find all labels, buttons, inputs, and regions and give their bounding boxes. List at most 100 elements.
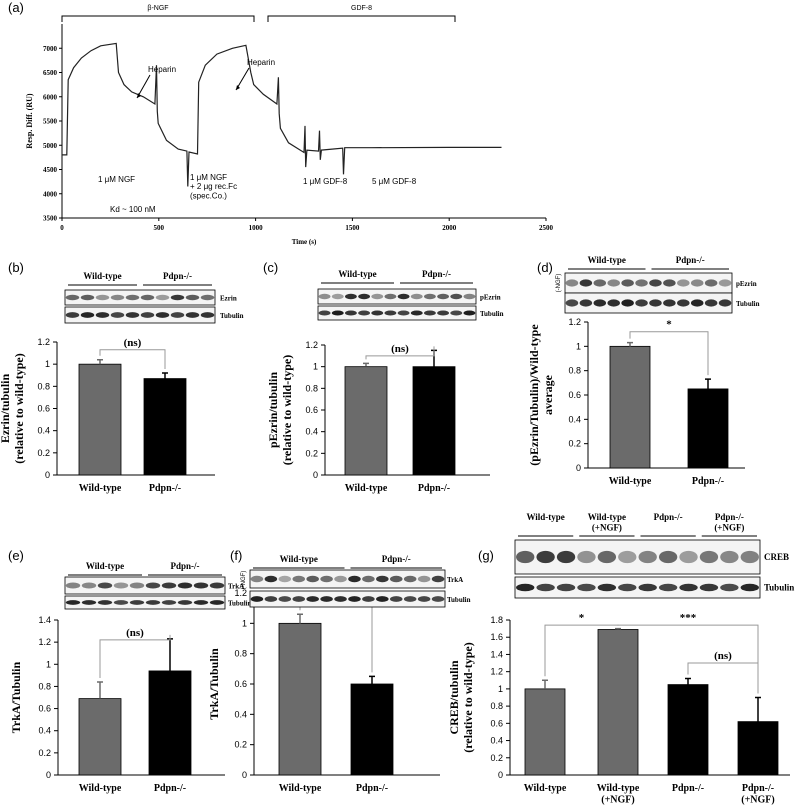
blot-row <box>64 595 226 610</box>
blot-band <box>140 312 155 318</box>
blot-band <box>718 279 732 287</box>
blot-band <box>193 600 209 605</box>
blot-band <box>125 294 140 301</box>
y-tick-label: 0.8 <box>37 381 50 391</box>
panel-label: (f) <box>230 548 242 563</box>
blot-band <box>579 299 593 307</box>
blot-band <box>649 299 662 307</box>
y-tick-label: 0.8 <box>490 701 503 711</box>
blot-band <box>65 600 81 605</box>
blot-row-label: Ezrin <box>220 295 237 303</box>
blot-group-label: Wild-type <box>280 554 318 564</box>
blot-band <box>65 312 80 318</box>
blot-band <box>597 583 617 592</box>
y-tick-label: 1 <box>45 359 50 369</box>
y-tick-label: 6500 <box>43 69 58 77</box>
error-bar <box>542 679 548 689</box>
blot-band <box>679 550 698 564</box>
x-tick-label: Wild-type <box>345 483 388 494</box>
blot-band <box>110 294 125 301</box>
blot-group-label: Wild-type <box>83 271 121 281</box>
blot-row <box>249 569 446 589</box>
panel-label: (c) <box>263 260 278 275</box>
y-tick-label: 1 <box>498 684 503 694</box>
error-bar <box>162 372 168 379</box>
x-axis-label: Time (s) <box>292 238 317 246</box>
blot-band <box>663 279 676 287</box>
blot-band <box>161 600 177 605</box>
blot-band <box>556 550 576 564</box>
blot-band <box>577 550 596 564</box>
bar <box>524 688 566 776</box>
blot-band <box>423 310 436 316</box>
blot-group-label: Pdpn-/- <box>654 512 683 522</box>
blot-row <box>317 288 477 305</box>
y-tick-label: 0.4 <box>38 726 51 736</box>
error-bar <box>97 681 103 699</box>
blot-row <box>64 306 216 324</box>
y-tick-label: 1.2 <box>37 337 50 347</box>
blot-row <box>514 576 761 599</box>
blot-band <box>389 575 403 583</box>
blot-band <box>348 575 361 583</box>
blot-band <box>161 582 177 589</box>
blot-band <box>358 293 371 300</box>
blot-band <box>145 600 161 605</box>
y-tick-label: 1 <box>576 341 581 351</box>
y-tick-label: 0.2 <box>305 448 318 458</box>
blot-band <box>264 575 278 583</box>
blot-group-label: Pdpn-/-(+NGF) <box>714 512 744 532</box>
blot-band <box>635 299 648 307</box>
y-tick-label: 1.8 <box>490 615 503 625</box>
blot-band <box>200 294 215 301</box>
x-tick-label: Wild-type (+NGF) <box>597 783 640 806</box>
bar <box>78 363 122 476</box>
y-tick-label: 1 <box>313 362 318 372</box>
blot-band <box>344 310 357 316</box>
blot-band <box>110 312 125 318</box>
blot-band <box>209 600 225 605</box>
error-bar <box>627 341 633 347</box>
blot-band <box>318 293 331 300</box>
blot-band <box>155 294 170 301</box>
blot-band <box>264 596 278 602</box>
blot-band <box>740 583 759 592</box>
error-bar <box>297 613 303 624</box>
x-tick-label: Pdpn-/- <box>418 483 450 494</box>
y-tick-label: 0.8 <box>568 366 581 376</box>
blot-band <box>334 575 347 583</box>
y-tick-label: 0.8 <box>305 383 318 393</box>
bar <box>344 366 388 476</box>
y-axis-label: TrkA/Tubulin <box>207 648 221 720</box>
blot-band <box>320 575 333 583</box>
blot-band <box>371 310 384 316</box>
significance-label: *** <box>680 612 697 624</box>
x-tick-label: Wild-type <box>279 783 322 794</box>
significance-bracket <box>617 624 759 694</box>
blot-row-label: Tubulin <box>220 312 244 320</box>
blot-row-label: CREB <box>764 552 789 562</box>
panel-label: (d) <box>537 260 553 275</box>
blot-band <box>348 596 361 602</box>
error-bar <box>167 638 173 671</box>
blot-band <box>140 294 155 301</box>
x-tick-label: Pdpn-/- <box>672 783 704 794</box>
blot-group-label: Wild-type <box>86 561 124 571</box>
phase-label: β-NGF <box>147 5 168 12</box>
arrow-head <box>137 93 141 98</box>
blot-band <box>376 575 389 583</box>
x-tick-label: Wild-type <box>79 783 122 794</box>
blot-band <box>306 596 319 602</box>
y-tick-label: 1 <box>242 618 247 628</box>
blot-band <box>81 582 97 589</box>
y-tick-label: 1.2 <box>568 317 581 327</box>
blot-band <box>65 582 81 589</box>
bar <box>597 629 639 776</box>
blot-band <box>403 575 417 583</box>
blot-band <box>376 596 389 602</box>
blot-band <box>397 293 410 300</box>
blot-band <box>677 299 690 307</box>
blot-band <box>125 312 140 318</box>
y-tick-label: 6000 <box>43 93 58 101</box>
